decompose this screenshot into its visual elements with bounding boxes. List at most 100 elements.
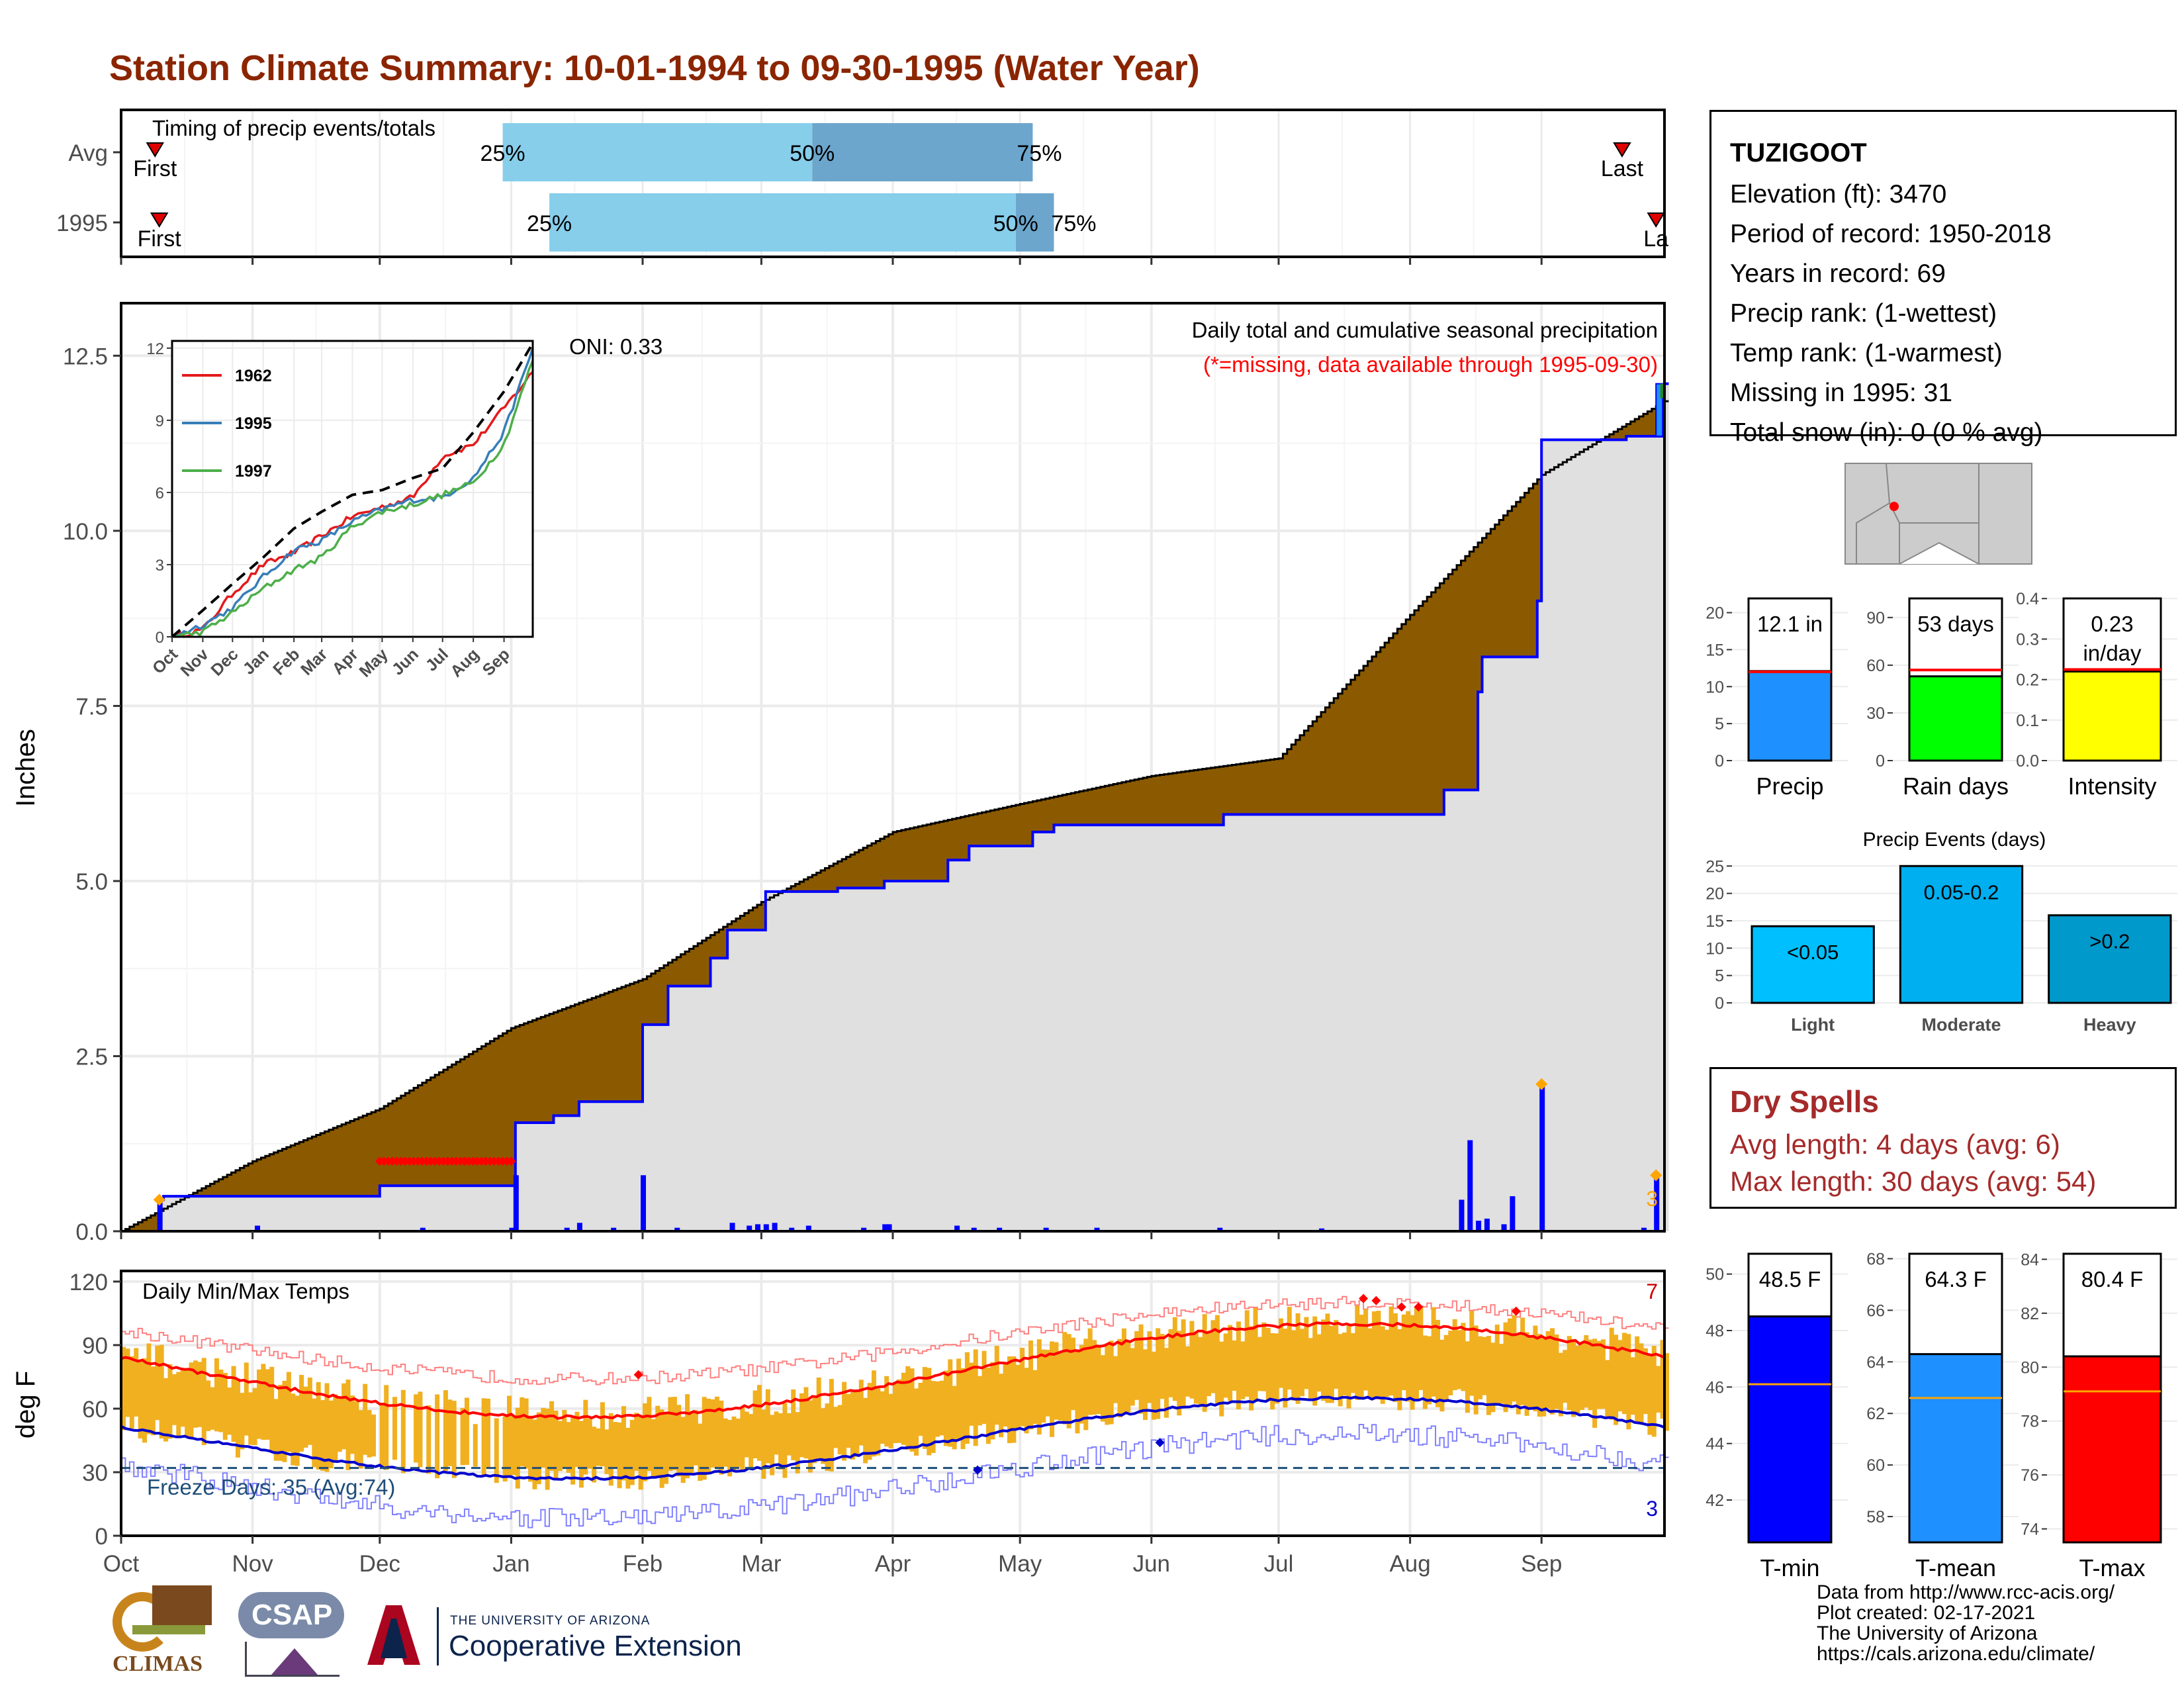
precip-events-ytick-label: 15 [1706,912,1724,931]
station-name: TUZIGOOT [1730,138,1867,167]
precip-daily-bar [564,1227,570,1231]
temp-daily-bar [426,1405,432,1474]
rain_days-ytick-label: 30 [1866,704,1885,723]
tmin-ytick-label: 46 [1706,1378,1724,1397]
temp-daily-bar [918,1382,923,1436]
tmean-ytick-label: 62 [1866,1405,1885,1423]
temp-daily-bar [1045,1350,1050,1417]
precip-daily-bar [1641,1227,1647,1231]
station-info-box: TUZIGOOT Elevation (ft): 3470 Period of … [1709,110,2177,447]
precip-extreme-marker [1650,1169,1662,1182]
precip-daily-bar [886,1224,892,1231]
temp-daily-bar [1338,1334,1343,1407]
precip-daily-bar [1094,1227,1100,1231]
precip-daily-bar [1654,1175,1660,1231]
precip-ytick-label: 2.5 [75,1044,108,1070]
temp-daily-bar [1244,1310,1250,1397]
precip-ytick-label: 12.5 [63,344,108,369]
temp-daily-bar [218,1369,224,1432]
temp-daily-bar [155,1345,160,1421]
temp-daily-bar [1376,1311,1381,1399]
temp-daily-bar [689,1411,694,1474]
temp-daily-bar [400,1389,406,1474]
precip-events-bar-label: 0.05-0.2 [1924,880,1999,904]
temp-daily-bar [1092,1340,1097,1415]
temp-daily-bar [1312,1316,1318,1406]
temp-daily-bar [134,1348,139,1417]
map-mexico [1899,541,2032,565]
temp-daily-bar [1490,1342,1496,1413]
precip-ytick-label: 10.0 [63,519,108,545]
temp-daily-bar [1015,1364,1021,1430]
temp-daily-bar [1147,1331,1152,1403]
temp-daily-bar [1219,1341,1224,1417]
tmax-value-label: 80.4 F [2081,1267,2144,1291]
temp-daily-bar [1524,1332,1529,1416]
temp-daily-bar [850,1391,855,1460]
temp-daily-bar [1596,1340,1602,1409]
rain_days-value-label: 53 days [1917,612,1994,636]
precip_total-category-label: Precip [1756,773,1823,800]
temp-record-high-marker [1396,1302,1406,1312]
timing-75-label: 75% [1017,141,1062,166]
temp-daily-bar [1105,1343,1110,1425]
temp-daily-bar [905,1366,911,1450]
temp-daily-bar [1482,1336,1487,1395]
temp-daily-bar [651,1419,656,1478]
precip-events-bar [1751,925,1875,1004]
precip-daily-bar [1459,1199,1465,1231]
temp-daily-bar [1507,1318,1512,1408]
temp-daily-bar [922,1367,927,1449]
precip-daily-bar [1484,1218,1490,1231]
ua-a-icon [361,1602,427,1668]
temp-daily-bar [507,1395,512,1476]
temp-daily-bar [816,1377,821,1459]
temp-daily-bar [125,1348,130,1417]
temp-daily-bar [367,1410,372,1458]
temp-daily-bar [803,1387,809,1459]
temp-daily-bar [893,1382,897,1443]
temp-daily-bar [1240,1341,1246,1399]
temp-daily-bar [553,1410,559,1479]
timing-75-label: 75% [1051,211,1096,236]
temp-daily-bar [676,1405,682,1477]
temp-xtick-label: Mar [741,1551,782,1577]
temp-daily-bar [121,1346,126,1430]
precip-daily-bar [641,1175,647,1231]
temp-daily-bar [337,1397,342,1452]
temp-daily-bar [299,1375,304,1452]
temp-daily-bar [643,1403,647,1481]
precip-extreme-marker [1535,1078,1548,1090]
temp-daily-bar [1232,1340,1237,1391]
precip-daily-bar [754,1224,760,1231]
temp-daily-bar [384,1385,389,1470]
temp-daily-bar [969,1362,974,1426]
temp-daily-bar [257,1369,262,1439]
temp-daily-bar [1193,1333,1199,1404]
temp-daily-bar [1329,1325,1334,1403]
tmin-ytick-label: 42 [1706,1491,1724,1510]
temp-daily-bar [613,1422,618,1468]
temp-daily-bar [193,1360,198,1428]
tmin-bar [1747,1315,1833,1544]
credit-data-source: Data from http://www.rcc-acis.org/ [1817,1581,2115,1603]
temp-daily-bar [1537,1334,1542,1417]
temp-xtick-label: Aug [1389,1551,1430,1577]
precip-ylabel: Inches [11,729,40,807]
precip-daily-bar [997,1227,1003,1231]
temp-daily-bar [142,1358,148,1443]
temp-daily-bar [447,1399,453,1466]
temp-daily-bar [320,1400,326,1471]
precip-ytick-label: 7.5 [75,694,108,720]
temp-daily-bar [1478,1336,1483,1399]
temp-daily-bar [379,1404,385,1468]
rain_days-ytick-label: 90 [1866,609,1885,628]
ua-small-text: THE UNIVERSITY OF ARIZONA [450,1614,651,1628]
inset-ytick-label: 9 [156,412,164,430]
temp-daily-bar [939,1380,944,1436]
temp-daily-bar [1287,1307,1292,1390]
temp-daily-bar [252,1387,257,1446]
temp-daily-bar [481,1398,486,1476]
credits: Data from http://www.rcc-acis.org/ Plot … [1817,1582,2115,1664]
temp-daily-bar [1427,1336,1432,1405]
